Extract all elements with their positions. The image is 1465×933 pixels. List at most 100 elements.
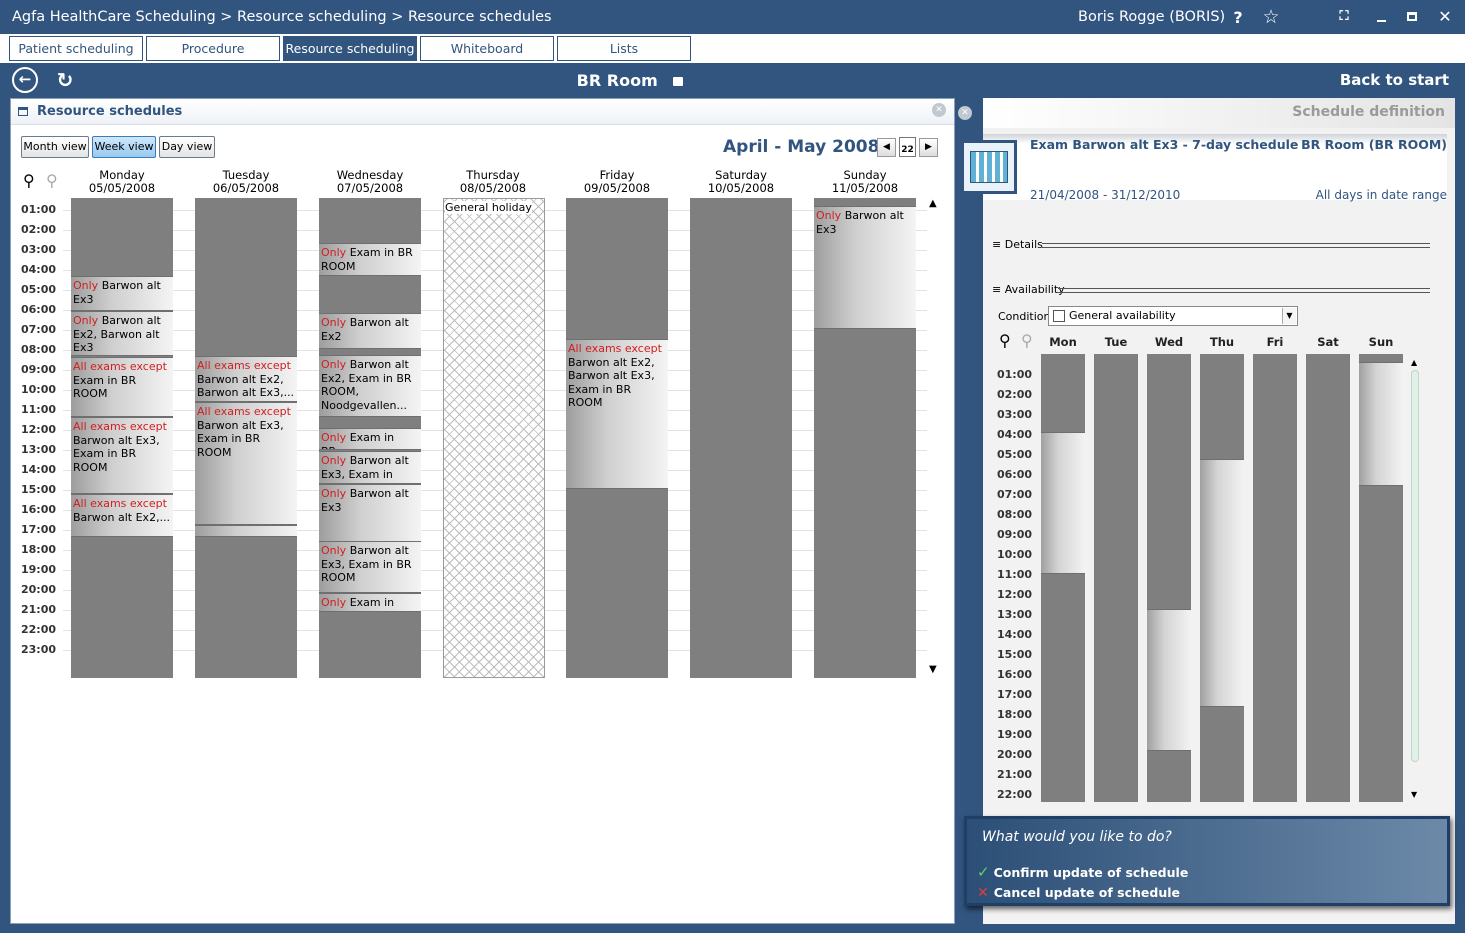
tab-lists[interactable]: Lists [557, 36, 691, 61]
schedule-block[interactable]: Only Barwon alt Ex3, Exam in BR... [319, 451, 421, 484]
day-view-button[interactable]: Day view [159, 136, 215, 158]
minimize-icon[interactable] [1377, 20, 1386, 22]
zoom-out-icon[interactable]: ⚲ [46, 171, 58, 190]
day-column-monday[interactable]: Only Barwon alt Ex3 Only Barwon alt Ex2,… [71, 198, 173, 678]
availability-column-tue[interactable] [1094, 354, 1138, 802]
schedule-block[interactable]: Only Barwon alt Ex2, Barwon alt Ex3 [71, 311, 173, 356]
scroll-down-icon[interactable]: ▼ [1411, 790, 1418, 799]
day-name: Sunday [843, 168, 887, 182]
maximize-icon[interactable] [1407, 12, 1417, 21]
tab-procedure-scheduling[interactable]: Procedure scheduling [146, 36, 280, 79]
week-view-button[interactable]: Week view [92, 136, 156, 158]
day-name: Monday [99, 168, 145, 182]
calendar-icon[interactable]: 22 [899, 137, 916, 157]
schedule-block[interactable]: Only Barwon alt Ex2, Exam in BR ROOM, No… [319, 355, 421, 417]
day-column-saturday[interactable] [690, 198, 792, 678]
confirm-update-link[interactable]: ✓ Confirm update of schedule [977, 863, 1188, 881]
favorite-star-icon[interactable]: ☆ [1262, 6, 1280, 28]
details-toggle[interactable]: ≡ Details [992, 238, 1043, 251]
schedule-block[interactable]: All exams except Barwon alt Ex2,... [71, 494, 173, 537]
schedule-block[interactable]: Only Barwon alt Ex3, Exam in BR ROOM [319, 541, 421, 593]
scroll-down-icon[interactable]: ▼ [929, 664, 937, 675]
schedule-block[interactable]: Only Barwon alt Ex2 [319, 313, 421, 349]
day-column-friday[interactable]: All exams except Barwon alt Ex2, Barwon a… [566, 198, 668, 678]
month-view-button[interactable]: Month view [21, 136, 89, 158]
availability-toggle[interactable]: ≡ Availability [992, 283, 1065, 296]
tab-patient-scheduling[interactable]: Patient scheduling [9, 36, 143, 61]
availability-column-mon[interactable] [1041, 354, 1085, 802]
room-name: BR Room (BR ROOM) [1301, 137, 1447, 152]
scroll-up-icon[interactable]: ▲ [1411, 358, 1418, 367]
availability-column-fri[interactable] [1253, 354, 1297, 802]
schedule-block[interactable]: Only Exam in BR... [319, 428, 421, 450]
help-icon[interactable]: ? [1233, 8, 1243, 27]
day-column-tuesday[interactable]: All exams except Barwon alt Ex2, Barwon a… [195, 198, 297, 678]
availability-column-wed[interactable] [1147, 354, 1191, 802]
block-text: Barwon alt Ex3, Exam in BR ROOM [197, 418, 284, 459]
schedule-block[interactable]: All exams except Barwon alt Ex2, Barwon a… [195, 356, 297, 402]
schedule-block[interactable]: Only Exam in BR... [319, 593, 421, 612]
schedule-block[interactable]: Only Exam in BR ROOM [319, 243, 421, 276]
calendar-day-number: 22 [901, 145, 914, 155]
availability-block[interactable] [1147, 609, 1191, 751]
holiday-label: General holiday [445, 201, 532, 214]
schedule-block[interactable]: All exams except Barwon alt Ex2, Barwon a… [566, 339, 668, 489]
fullscreen-icon[interactable]: ⛶ [1339, 9, 1349, 24]
panel-close-icon[interactable]: ✕ [932, 103, 946, 117]
tab-whiteboard[interactable]: Whiteboard [420, 36, 554, 61]
schedule-block[interactable]: Only Barwon alt Ex3 [814, 206, 916, 329]
close-icon[interactable]: ✕ [1438, 7, 1452, 26]
definition-title: Schedule definition [1292, 104, 1445, 120]
availability-hour-label: 21:00 [997, 768, 1033, 781]
hour-label: 11:00 [21, 403, 57, 416]
previous-week-button[interactable]: ◀ [877, 138, 896, 157]
zoom-out-icon[interactable]: ⚲ [1021, 331, 1033, 350]
next-week-button[interactable]: ▶ [919, 138, 938, 157]
availability-hour-label: 12:00 [997, 588, 1033, 601]
availability-hour-label: 18:00 [997, 708, 1033, 721]
back-arrow-icon[interactable]: ← [12, 67, 38, 93]
page-title: BR Room [560, 71, 700, 90]
exam-schedule-title: Exam Barwon alt Ex3 - 7-day schedule [1030, 137, 1299, 152]
availability-block[interactable] [1359, 362, 1403, 486]
day-column-wednesday[interactable]: Only Exam in BR ROOM Only Barwon alt Ex2… [319, 198, 421, 678]
tab-resource-scheduling[interactable]: Resource scheduling [283, 36, 417, 61]
hour-label: 07:00 [21, 323, 57, 336]
day-column-thursday[interactable]: General holiday [443, 198, 545, 678]
block-text: Barwon alt Ex3, Exam in BR... [321, 454, 409, 483]
cancel-update-link[interactable]: ✕ Cancel update of schedule [977, 885, 1180, 901]
back-to-start-link[interactable]: Back to start [1339, 71, 1449, 89]
block-prefix: Only [321, 316, 347, 329]
calendar-scrollbar[interactable]: ▲ ▼ [928, 198, 942, 678]
availability-column-sat[interactable] [1306, 354, 1350, 802]
day-column-sunday[interactable]: Only Barwon alt Ex3 [814, 198, 916, 678]
date-range-title: April - May 2008 [723, 137, 880, 157]
weekday-sun: Sun [1368, 335, 1394, 349]
schedule-block[interactable] [195, 525, 297, 537]
availability-block[interactable] [1200, 459, 1244, 707]
checkmark-icon: ✓ [977, 863, 990, 881]
availability-scrollbar[interactable]: ▲ ▼ [1409, 358, 1421, 799]
user-name[interactable]: Boris Rogge (BORIS) [1078, 9, 1226, 25]
schedule-block[interactable]: Only Barwon alt Ex3 [71, 276, 173, 311]
schedule-block[interactable]: All exams except Exam in BR ROOM [71, 357, 173, 417]
hour-label: 18:00 [21, 543, 57, 556]
chevron-down-icon[interactable]: ▼ [1282, 308, 1296, 324]
availability-column-thu[interactable] [1200, 354, 1244, 802]
collapse-panel-icon[interactable]: ✕ [958, 106, 972, 120]
scroll-up-icon[interactable]: ▲ [929, 198, 937, 209]
zoom-in-icon[interactable]: ⚲ [23, 171, 35, 190]
hour-label: 05:00 [21, 283, 57, 296]
refresh-icon[interactable]: ↻ [56, 68, 74, 92]
scroll-thumb[interactable] [1411, 370, 1419, 762]
availability-column-sun[interactable] [1359, 354, 1403, 802]
schedule-block[interactable]: All exams except Barwon alt Ex3, Exam in … [71, 417, 173, 494]
condition-select[interactable]: General availability ▼ [1048, 306, 1298, 326]
zoom-in-icon[interactable]: ⚲ [999, 331, 1011, 350]
resource-schedules-panel: Resource schedules ✕ Month view Week vie… [10, 98, 955, 924]
availability-block[interactable] [1041, 432, 1085, 574]
schedule-block[interactable]: Only Barwon alt Ex3 [319, 484, 421, 542]
weekday-tue: Tue [1104, 335, 1128, 349]
schedule-block[interactable]: All exams except Barwon alt Ex3, Exam in … [195, 402, 297, 525]
